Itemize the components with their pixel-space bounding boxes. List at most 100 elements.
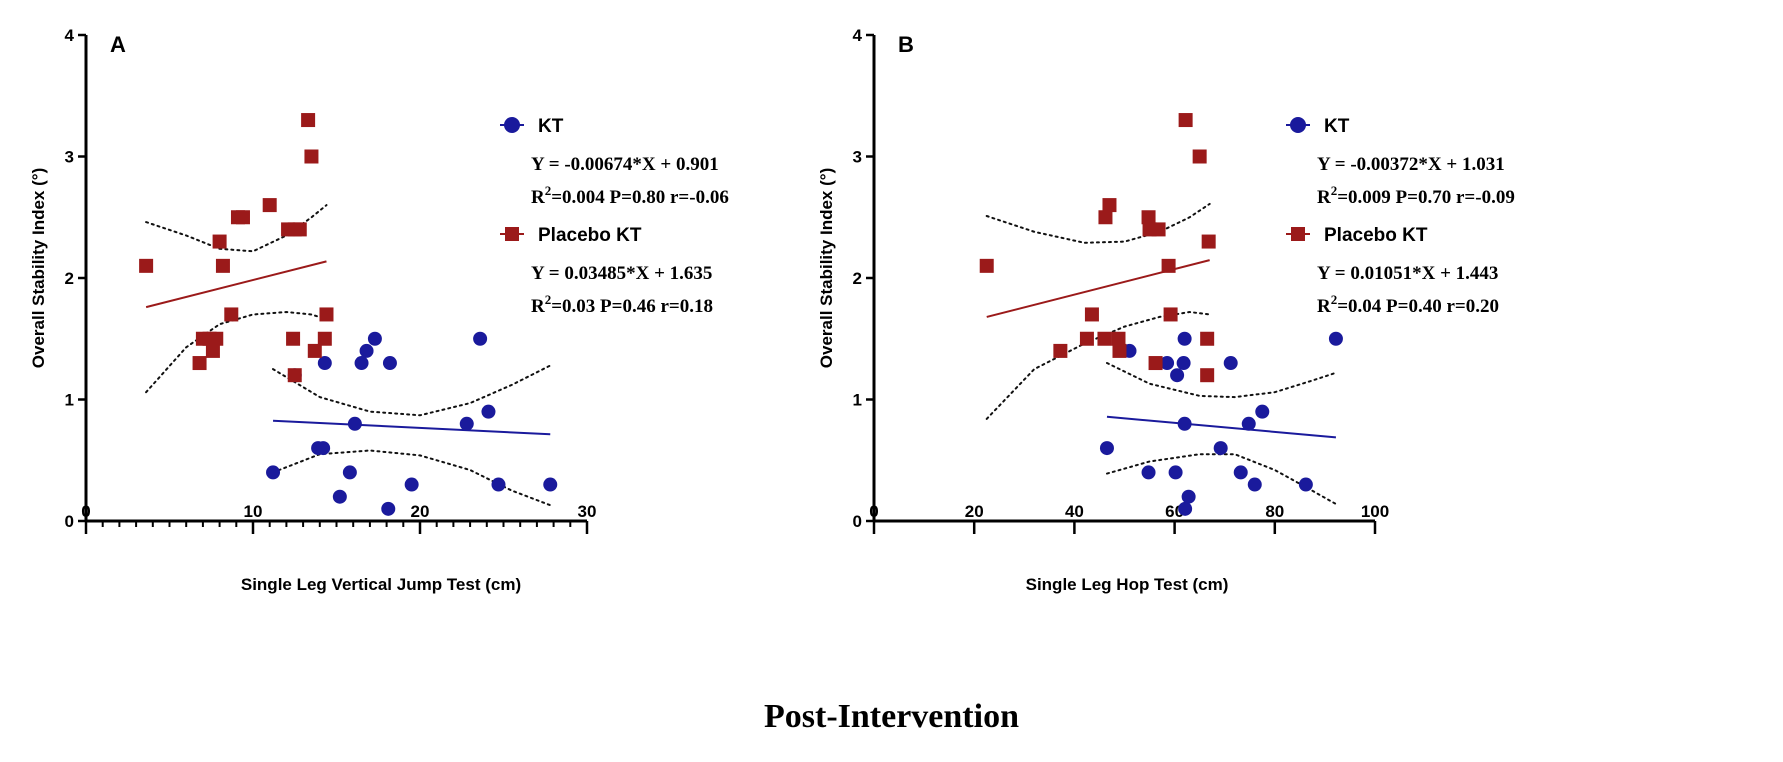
x-tick-label: 80 (1265, 502, 1284, 521)
data-point (209, 331, 224, 346)
regression-line (272, 419, 551, 436)
data-point (316, 441, 331, 456)
data-point (1181, 489, 1196, 504)
data-point (317, 331, 332, 346)
data-point (319, 307, 334, 322)
data-point (1201, 234, 1216, 249)
x-tick-label: 0 (869, 502, 878, 521)
data-point (979, 258, 994, 273)
legend-stats: R2=0.03 P=0.46 r=0.18 (531, 292, 713, 317)
x-axis-title: Single Leg Vertical Jump Test (cm) (241, 575, 521, 594)
data-point (1247, 477, 1262, 492)
data-point (1111, 331, 1126, 346)
data-point (481, 404, 496, 419)
data-point (317, 356, 332, 371)
y-tick-label: 1 (65, 391, 74, 410)
data-point (266, 465, 281, 480)
chart-panel-a: 0 1 2 3 4 0 10 20 30 A Single Leg Vertical Jump Te… (29, 26, 729, 594)
x-tick-label: 20 (965, 502, 984, 521)
panel-label: A (110, 32, 126, 57)
legend-stats-values: =0.009 P=0.70 r=-0.09 (1337, 187, 1515, 208)
data-point (1178, 113, 1193, 128)
y-axis-title: Overall Stability Index (°) (29, 168, 48, 368)
data-point (354, 356, 369, 371)
data-point (1141, 465, 1156, 480)
data-point (192, 356, 207, 371)
data-point (1177, 331, 1192, 346)
data-point (1170, 368, 1185, 383)
legend-equation: Y = 0.01051*X + 1.443 (1317, 263, 1498, 284)
ci-upper-curve (985, 202, 1211, 244)
data-point (205, 343, 220, 358)
data-point (215, 258, 230, 273)
data-point (1223, 356, 1238, 371)
legend-stats: R2=0.04 P=0.40 r=0.20 (1317, 292, 1499, 317)
data-point (367, 331, 382, 346)
series-placebo-kt (979, 113, 1216, 420)
legend-label: Placebo KT (1324, 225, 1428, 246)
y-tick-label: 4 (65, 26, 75, 45)
regression-line (145, 260, 327, 309)
data-point (1097, 331, 1112, 346)
data-point (1200, 331, 1215, 346)
legend-marker (504, 117, 520, 133)
data-point (382, 356, 397, 371)
data-point (1098, 210, 1113, 225)
data-point (1163, 307, 1178, 322)
legend-equation: Y = 0.03485*X + 1.635 (531, 263, 712, 284)
data-point (1233, 465, 1248, 480)
data-point (1192, 149, 1207, 164)
series-placebo-kt (139, 113, 334, 394)
data-point (342, 465, 357, 480)
ci-lower-curve (1106, 453, 1337, 505)
y-axis-title: Overall Stability Index (°) (817, 168, 836, 368)
x-tick-label: 30 (578, 502, 597, 521)
legend-stats-values: =0.04 P=0.40 r=0.20 (1337, 296, 1499, 317)
data-point (1255, 404, 1270, 419)
ci-lower-curve (145, 310, 328, 394)
data-point (1151, 222, 1166, 237)
data-point (307, 343, 322, 358)
data-point (1298, 477, 1313, 492)
x-tick-label: 20 (411, 502, 430, 521)
data-point (1241, 416, 1256, 431)
legend-marker (505, 227, 519, 241)
data-point (1176, 356, 1191, 371)
data-point (1112, 343, 1127, 358)
legend-equation: Y = -0.00372*X + 1.031 (1317, 154, 1505, 175)
data-point (381, 501, 396, 516)
y-tick-label: 1 (853, 391, 862, 410)
y-tick-label: 3 (65, 148, 74, 167)
data-point (1200, 368, 1215, 383)
x-tick-label: 10 (244, 502, 263, 521)
legend-equation: Y = -0.00674*X + 0.901 (531, 154, 719, 175)
x-tick-label: 0 (81, 502, 90, 521)
data-point (1084, 307, 1099, 322)
legend-label: KT (1324, 116, 1350, 137)
data-point (1160, 356, 1175, 371)
data-point (301, 113, 316, 128)
data-point (1079, 331, 1094, 346)
legend-stats: R2=0.009 P=0.70 r=-0.09 (1317, 183, 1515, 208)
data-point (1213, 441, 1228, 456)
data-point (304, 149, 319, 164)
legend-label: KT (538, 116, 564, 137)
ci-upper-curve (1106, 362, 1337, 399)
y-tick-label: 0 (65, 512, 74, 531)
data-point (235, 210, 250, 225)
data-point (262, 198, 277, 213)
y-tick-label: 2 (65, 269, 74, 288)
data-point (287, 368, 302, 383)
data-point (543, 477, 558, 492)
legend-label: Placebo KT (538, 225, 642, 246)
data-point (1161, 258, 1176, 273)
y-tick-label: 4 (853, 26, 863, 45)
legend-stats-values: =0.03 P=0.46 r=0.18 (551, 296, 713, 317)
data-point (286, 331, 301, 346)
ci-upper-curve (272, 364, 552, 417)
x-tick-label: 100 (1361, 502, 1389, 521)
y-tick-label: 2 (853, 269, 862, 288)
y-tick-label: 3 (853, 148, 862, 167)
